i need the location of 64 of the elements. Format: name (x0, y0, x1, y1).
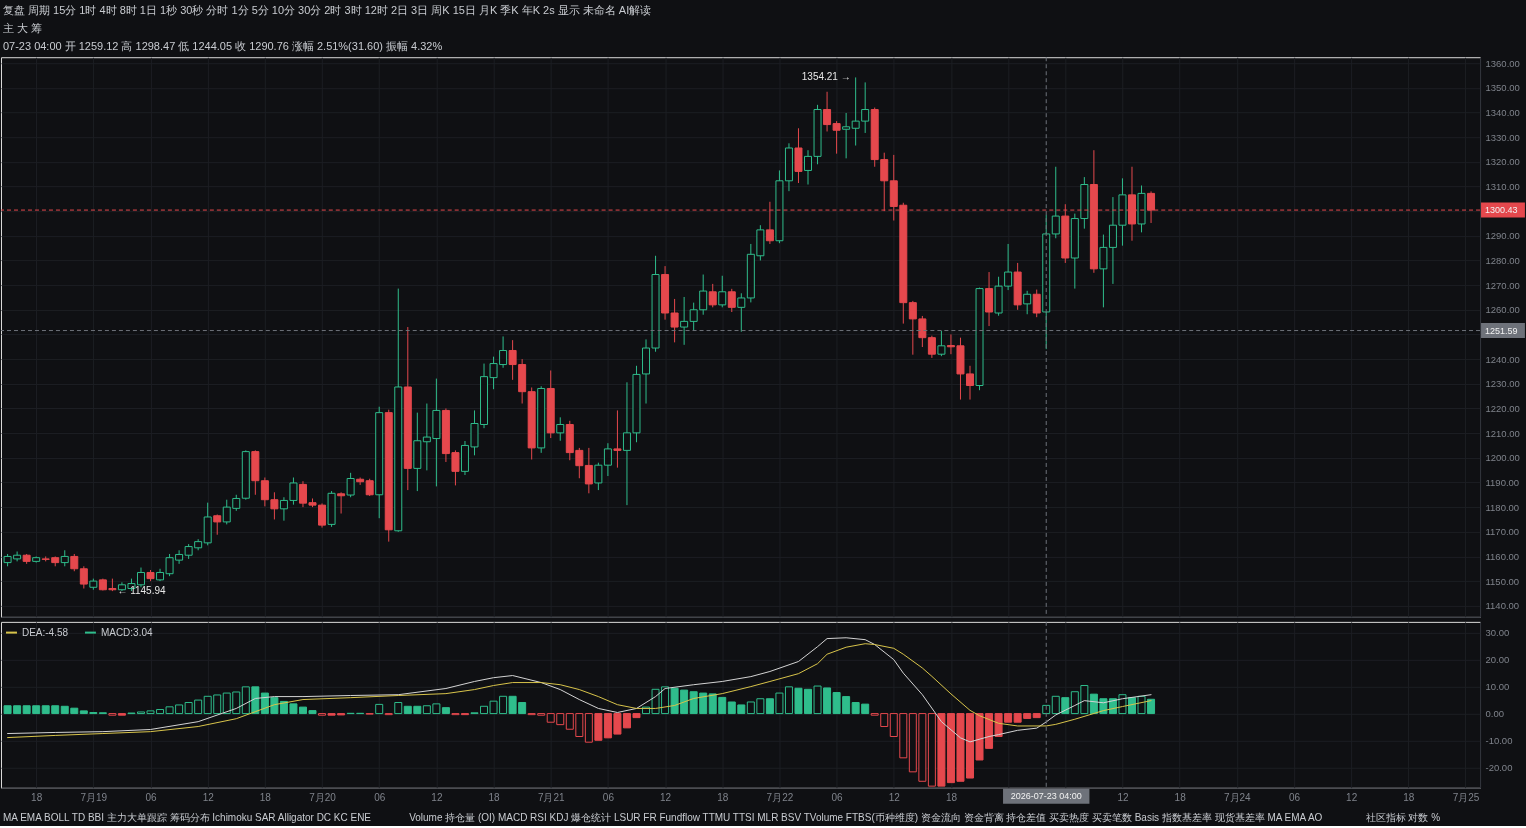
y-tick-label: 1260.00 (1485, 304, 1520, 316)
y-tick-label: 1210.00 (1485, 427, 1520, 439)
x-tick-label: 18 (488, 792, 501, 804)
ref-line-label: 1300.43 (1485, 205, 1518, 216)
text: 复盘 周期 15分 1时 4时 8时 1日 1秒 30秒 分时 1分 5分 10分 30分 2时 3时 12时 2日 3日 周K 15日 月K 季K 年K 2s 显示 未命名 AI解读 (3, 4, 652, 17)
legend-label: MACD:3.04 (100, 626, 153, 638)
y-tick-label: 1340.00 (1485, 106, 1520, 118)
y-tick-label: 1190.00 (1485, 476, 1520, 488)
y-tick-label: 1280.00 (1485, 254, 1520, 266)
text: 主 大 筹 (3, 22, 43, 35)
x-tick-label: 7月24 (1223, 792, 1252, 804)
y-tick-label: 1160.00 (1485, 550, 1520, 562)
text: 社区指标 对数 % (1365, 811, 1441, 823)
text: Volume 持仓量 (OI) MACD RSI KDJ 爆仓统计 LSUR FR Fundflow TTMU TTSI MLR BSV TVolume FTBS(币种维度) 资金流向 资金背离 持仓差值 买卖热度 买卖笔数 Basis 指数基差率 现货基差率 MA EMA AO (409, 811, 1323, 823)
x-tick-label: 12 (202, 792, 215, 804)
y-tick-label: 1360.00 (1485, 57, 1520, 69)
y-tick-label: 1270.00 (1485, 279, 1520, 291)
ref-line-label: 1251.59 (1485, 325, 1518, 336)
y-tick-label: 10.00 (1485, 681, 1510, 693)
y-tick-label: -20.00 (1485, 762, 1513, 774)
x-tick-label: 18 (945, 792, 958, 804)
y-tick-label: -10.00 (1485, 735, 1513, 747)
x-tick-label: 7月25 (1452, 792, 1480, 804)
text: MA EMA BOLL TD BBI 主力大单跟踪 筹码分布 Ichimoku SAR Alligator DC KC ENE (3, 811, 372, 823)
x-tick-label: 12 (660, 792, 672, 804)
x-tick-label: 7月21 (537, 792, 565, 804)
x-tick-label: 18 (717, 792, 729, 804)
x-tick-label: 06 (602, 792, 615, 804)
y-tick-label: 1200.00 (1485, 452, 1520, 464)
y-tick-label: 1330.00 (1485, 131, 1520, 143)
x-tick-label: 18 (1174, 792, 1187, 804)
x-tick-label: 7月22 (766, 792, 794, 804)
y-tick-label: 1310.00 (1485, 180, 1520, 192)
legend-label: DEA:-4.58 (21, 626, 69, 638)
y-tick-label: 1290.00 (1485, 230, 1520, 242)
y-tick-label: 1230.00 (1485, 378, 1520, 390)
x-tick-label: 7月19 (80, 792, 108, 804)
y-tick-label: 1140.00 (1485, 600, 1520, 612)
x-tick-label: 12 (431, 792, 443, 804)
y-tick-label: 1180.00 (1485, 501, 1520, 513)
y-tick-label: 1170.00 (1485, 526, 1520, 538)
x-tick-label: 06 (145, 792, 158, 804)
y-tick-label: 1320.00 (1485, 156, 1520, 168)
y-tick-label: 30.00 (1485, 627, 1510, 639)
y-tick-label: 1240.00 (1485, 353, 1520, 365)
annotation: ← 1145.94 (117, 585, 166, 597)
ref-line-label: 2026-07-23 04:00 (1010, 791, 1082, 802)
y-tick-label: 20.00 (1485, 654, 1510, 666)
x-tick-label: 12 (1346, 792, 1358, 804)
x-tick-label: 12 (888, 792, 901, 804)
x-tick-label: 06 (374, 792, 386, 804)
x-tick-label: 18 (31, 792, 43, 804)
x-tick-label: 06 (1288, 792, 1301, 804)
y-tick-label: 1350.00 (1485, 82, 1520, 94)
y-tick-label: 1220.00 (1485, 402, 1520, 414)
x-tick-label: 7月20 (309, 792, 337, 804)
annotation: 1354.21 → (801, 71, 851, 83)
x-tick-label: 18 (259, 792, 272, 804)
text: 07-23 04:00 开 1259.12 高 1298.47 低 1244.05 收 1290.76 涨幅 2.51%(31.60) 振幅 4.32% (3, 40, 443, 53)
x-tick-label: 12 (1117, 792, 1129, 804)
x-tick-label: 18 (1403, 792, 1415, 804)
y-tick-label: 0.00 (1485, 708, 1504, 720)
x-tick-label: 06 (831, 792, 844, 804)
y-tick-label: 1150.00 (1485, 575, 1520, 587)
